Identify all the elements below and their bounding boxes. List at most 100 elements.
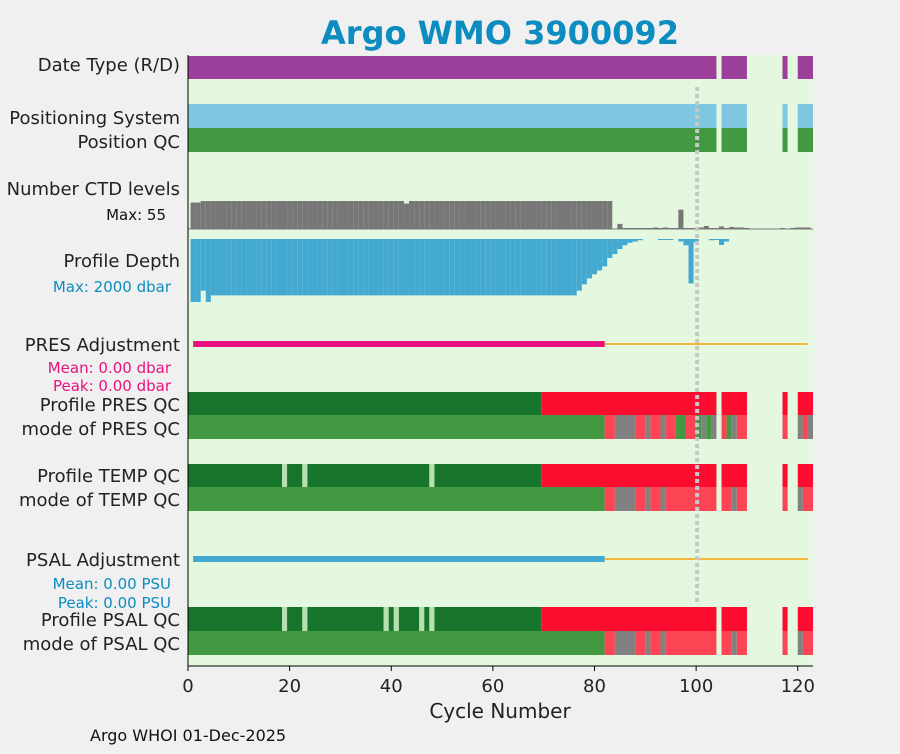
psal-peak-label: Peak: 0.00 PSU (58, 594, 171, 612)
profile-depth-bar (459, 239, 465, 296)
mode-pres-qc-segment (721, 415, 727, 439)
profile-depth-bar (622, 239, 628, 246)
ctd-levels-bar (439, 201, 445, 229)
ctd-levels-bar (261, 201, 267, 229)
profile-temp-qc-segment (302, 464, 308, 487)
ctd-levels-bar (724, 227, 730, 229)
profile-depth-bar (327, 239, 333, 296)
ctd-levels-bar (546, 201, 552, 229)
ctd-levels-bar (698, 227, 704, 229)
mode-psal-qc-segment (797, 631, 803, 655)
profile-depth-bar (444, 239, 450, 296)
mode-temp-qc-segment (645, 487, 651, 511)
ctd-levels-bar (251, 201, 257, 229)
mode-pres-qc-segment (650, 415, 661, 439)
ctd-levels-bar (226, 201, 232, 229)
profile-psal-qc-segment (287, 607, 303, 631)
profile-depth-bar (403, 239, 410, 296)
profile-depth-bar (637, 239, 643, 241)
profile-depth-bar (561, 239, 567, 296)
profile-temp-qc-segment (721, 464, 747, 487)
ctd-levels-bar (205, 201, 211, 229)
ctd-levels-bar (429, 201, 435, 229)
ctd-levels-bar (434, 201, 440, 229)
profile-depth-bar (663, 239, 669, 240)
ctd-levels-bar (459, 201, 465, 229)
profile-psal-qc-segment (424, 607, 430, 631)
profile-depth-bar (658, 239, 664, 240)
profile-depth-bar (536, 239, 542, 296)
mode-temp-qc-segment (731, 487, 737, 511)
mode-psal-qc-segment (604, 631, 615, 655)
profile-depth-bar (490, 239, 496, 296)
ctd-levels-bar (210, 201, 216, 229)
footer-credit: Argo WHOI 01-Dec-2025 (90, 726, 286, 745)
ctd-levels-bar (729, 226, 735, 229)
row-label-ctd-levels: Number CTD levels (7, 179, 180, 200)
ctd-levels-bar (449, 201, 455, 229)
profile-depth-bar (221, 239, 227, 296)
profile-psal-qc-segment (429, 607, 435, 631)
profile-depth-bar (210, 239, 216, 296)
ctd-levels-bar (414, 201, 420, 229)
date-type-segment (721, 56, 747, 79)
ctd-levels-bar (525, 201, 531, 229)
ctd-levels-bar (647, 227, 653, 229)
ctd-levels-bar (464, 201, 471, 229)
profile-depth-bar (515, 239, 521, 296)
profile-depth-bar (302, 239, 308, 296)
row-label-mode-temp-qc: mode of TEMP QC (19, 490, 180, 511)
mode-psal-qc-segment (721, 631, 732, 655)
ctd-levels-bar (505, 201, 511, 229)
profile-depth-bar (429, 239, 435, 296)
profile-temp-qc-segment (287, 464, 303, 487)
ctd-levels-bar (663, 227, 669, 229)
profile-depth-bar (525, 239, 531, 296)
mode-temp-qc-segment (614, 487, 636, 511)
profile-depth-bar (485, 239, 491, 296)
profile-depth-bar (576, 239, 582, 291)
profile-depth-bar (546, 239, 552, 296)
profile-depth-bar (668, 239, 674, 240)
profile-depth-bar (454, 239, 460, 296)
ctd-levels-bar (734, 227, 740, 229)
profile-depth-bar (312, 239, 318, 296)
ctd-levels-bar (632, 227, 638, 229)
ctd-levels-bar (607, 201, 613, 229)
positioning-segment (721, 104, 747, 128)
ctd-levels-bar (627, 227, 633, 229)
date-type-segment (782, 56, 788, 79)
profile-depth-bar (464, 239, 471, 296)
profile-depth-bar (566, 239, 572, 296)
row-label-psal-adjustment: PSAL Adjustment (26, 550, 180, 571)
mode-pres-qc-segment (665, 415, 676, 439)
profile-depth-bar (439, 239, 445, 296)
profile-psal-qc-segment (188, 607, 283, 631)
mode-psal-qc-segment (802, 631, 813, 655)
mode-psal-qc-segment (665, 631, 717, 655)
mode-pres-qc-segment (802, 415, 808, 439)
ctd-levels-bar (393, 201, 399, 229)
ctd-levels-bar (673, 227, 679, 229)
ctd-levels-bar (398, 201, 404, 229)
ctd-levels-bar (495, 201, 501, 229)
ctd-levels-bar (480, 201, 486, 229)
profile-psal-qc-segment (388, 607, 394, 631)
profile-depth-bar (373, 239, 379, 296)
mode-temp-qc-segment (782, 487, 788, 511)
profile-depth-bar (627, 239, 633, 243)
profile-pres-qc-segment (782, 392, 788, 415)
ctd-levels-bar (271, 201, 277, 229)
position-qc-segment (797, 128, 813, 152)
profile-psal-qc-segment (797, 607, 813, 631)
mode-psal-qc-segment (736, 631, 747, 655)
profile-depth-bar (693, 239, 699, 243)
mode-pres-qc-segment (660, 415, 666, 439)
ctd-levels-bar (739, 227, 745, 229)
mode-pres-qc-segment (701, 415, 707, 439)
ctd-levels-bar (500, 201, 506, 229)
ctd-levels-bar (363, 201, 369, 229)
profile-depth-bar (556, 239, 562, 296)
profile-depth-bar (297, 239, 303, 296)
